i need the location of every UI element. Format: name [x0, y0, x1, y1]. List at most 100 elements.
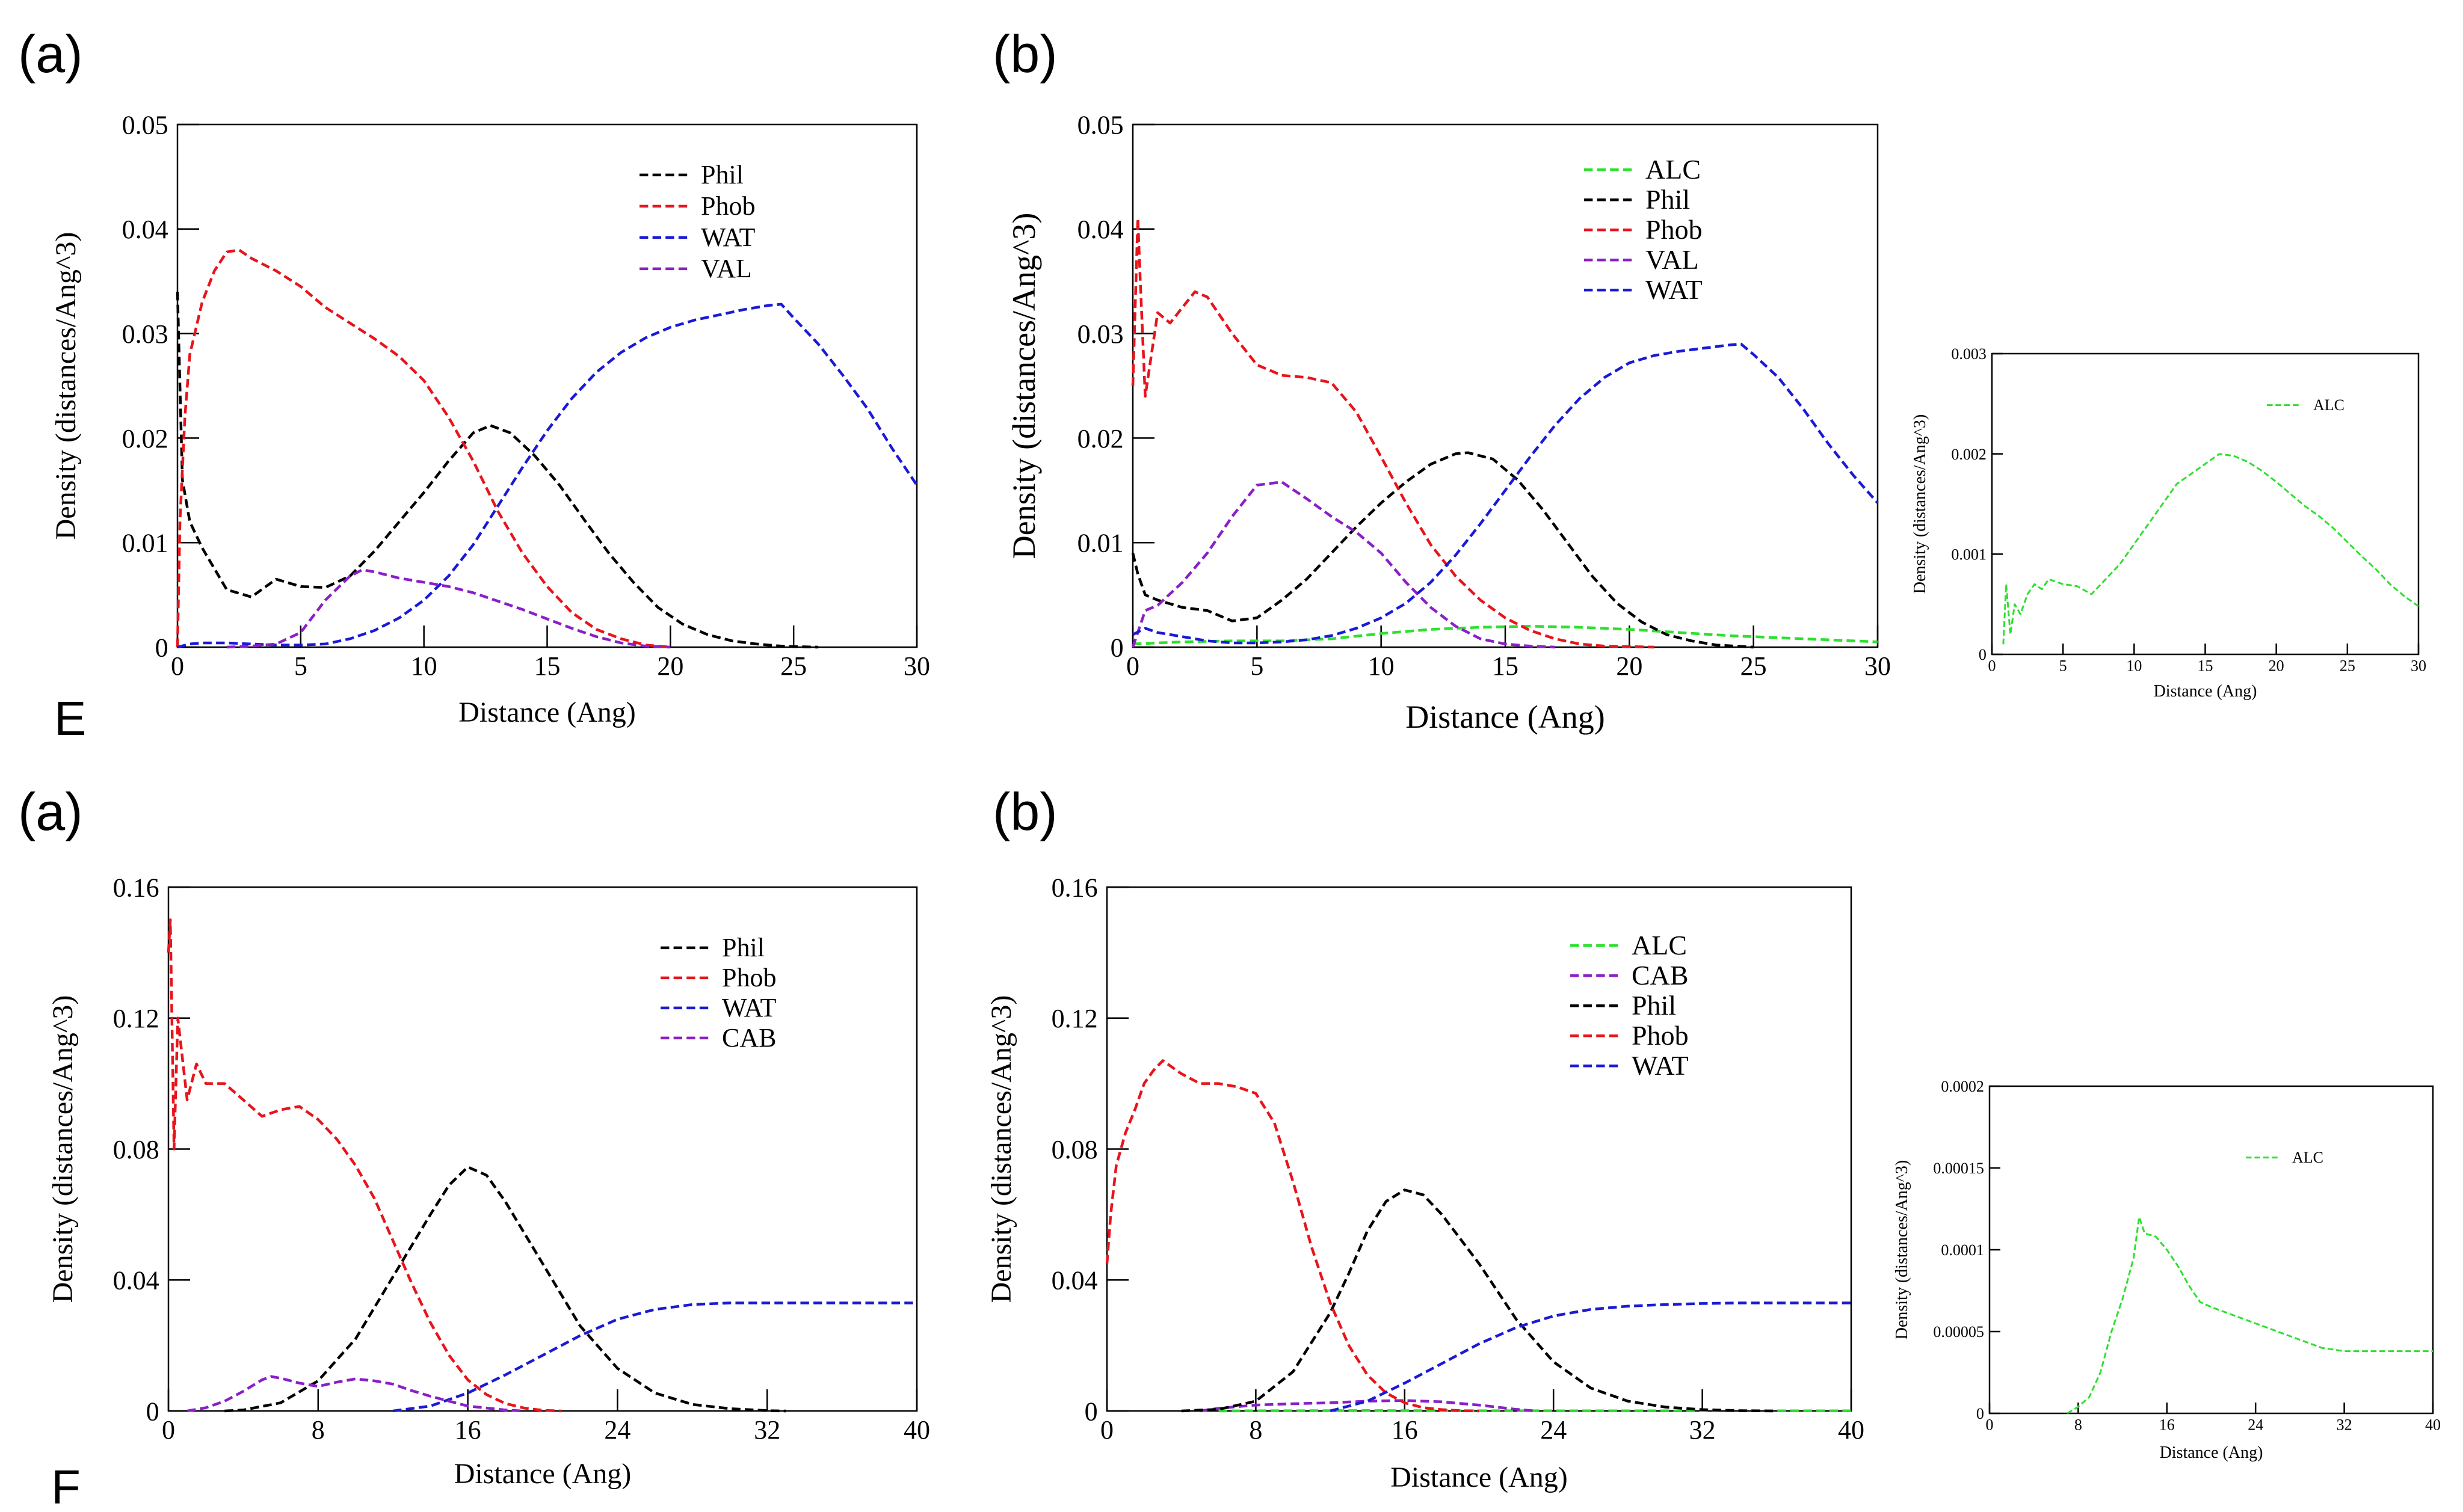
- x-tick-label: 32: [754, 1415, 780, 1445]
- panel-label-f-a: (a): [18, 782, 83, 841]
- y-tick-label: 0.04: [113, 1266, 159, 1295]
- series-phob: [1131, 217, 1654, 649]
- y-tick-label: 0.04: [122, 215, 168, 244]
- x-tick-label: 20: [1616, 651, 1642, 681]
- legend-label-alc: ALC: [2313, 396, 2344, 414]
- series-cab: [1200, 1399, 1535, 1413]
- x-axis-label: Distance (Ang): [2160, 1443, 2263, 1462]
- legend-label-phob: Phob: [701, 191, 755, 221]
- x-tick-label: 32: [2337, 1416, 2352, 1433]
- series-phil: [1131, 451, 1754, 649]
- chart-e-inset: 0 5 10 15 20 25 30 0 0.001 0.002 0.003 Distance (An…: [1911, 345, 2426, 701]
- panel-label-e-a: (a): [18, 24, 83, 84]
- y-tick-label: 0.01: [1077, 529, 1124, 558]
- y-tick-label: 0.08: [113, 1135, 159, 1164]
- legend-label-val: VAL: [1645, 244, 1699, 275]
- x-tick-label: 0: [1126, 651, 1139, 681]
- x-tick-label: 25: [780, 651, 807, 681]
- y-tick-label: 0.04: [1052, 1266, 1098, 1295]
- chart-e-a: 0 5 10 15 20 25 30 0 0.01 0.02 0.03 0.04 0.05 Distanc…: [50, 110, 930, 728]
- y-tick-label: 0.12: [1052, 1004, 1098, 1033]
- legend-label-phob: Phob: [722, 963, 776, 992]
- y-tick-label: 0.01: [122, 529, 168, 558]
- x-tick-label: 5: [294, 651, 307, 681]
- x-tick-label: 20: [657, 651, 683, 681]
- x-tick-label: 30: [904, 651, 930, 681]
- y-tick-label: 0.03: [122, 319, 168, 349]
- x-tick-label: 15: [1492, 651, 1518, 681]
- panel-label-e-b: (b): [993, 24, 1058, 84]
- y-tick-label: 0: [146, 1397, 159, 1426]
- y-tick-label: 0.04: [1077, 215, 1124, 244]
- x-tick-label: 40: [904, 1415, 930, 1445]
- x-tick-label: 15: [534, 651, 561, 681]
- x-tick-label: 40: [1838, 1415, 1864, 1445]
- series-alc: [2002, 453, 2419, 645]
- x-tick-label: 0: [171, 651, 184, 681]
- x-tick-label: 32: [1689, 1415, 1716, 1445]
- y-axis-label: Density (distances/Ang^3): [985, 995, 1017, 1303]
- series-cab: [186, 1375, 525, 1413]
- x-tick-label: 16: [1392, 1415, 1418, 1445]
- x-axis-label: Distance (Ang): [2154, 682, 2257, 701]
- x-tick-label: 10: [2126, 657, 2142, 674]
- chart-f-a: 0 8 16 24 32 40 0 0.04 0.08 0.12 0.16 Distance (Ang…: [47, 873, 930, 1490]
- legend-label-cab: CAB: [1632, 960, 1689, 991]
- x-tick-label: 16: [2159, 1416, 2175, 1433]
- x-tick-label: 5: [2059, 657, 2067, 674]
- series-phob: [176, 248, 671, 649]
- y-tick-label: 0.02: [1077, 424, 1124, 453]
- y-axis-label: Density (distances/Ang^3): [1893, 1160, 1911, 1340]
- y-tick-label: 0.0002: [1941, 1078, 1984, 1095]
- legend-label-phob: Phob: [1632, 1020, 1689, 1051]
- x-tick-label: 10: [1368, 651, 1395, 681]
- y-axis-label: Density (distances/Ang^3): [1006, 213, 1042, 559]
- series-phob: [167, 918, 562, 1413]
- x-tick-label: 24: [1540, 1415, 1567, 1445]
- x-tick-label: 25: [2340, 657, 2355, 674]
- series-wat: [177, 303, 918, 649]
- series-phil: [224, 1166, 786, 1413]
- legend-label-phil: Phil: [1632, 990, 1676, 1021]
- x-tick-label: 0: [162, 1415, 175, 1445]
- y-tick-label: 0: [1976, 1405, 1984, 1422]
- x-axis-label: Distance (Ang): [1390, 1461, 1568, 1493]
- legend-label-alc: ALC: [1632, 930, 1687, 960]
- y-tick-label: 0.0001: [1941, 1241, 1984, 1259]
- series-wat: [392, 1301, 917, 1413]
- legend-label-wat: WAT: [722, 993, 777, 1022]
- y-tick-label: 0.05: [122, 110, 168, 140]
- y-axis-label: Density (distances/Ang^3): [50, 232, 82, 540]
- charts-layer: 0 5 10 15 20 25 30 0 0.01 0.02 0.03 0.04 0.05 Distanc…: [47, 110, 2441, 1493]
- legend-label-phil: Phil: [1645, 184, 1690, 215]
- x-tick-label: 25: [1740, 651, 1767, 681]
- y-tick-label: 0.00005: [1933, 1323, 1984, 1341]
- y-axis-label: Density (distances/Ang^3): [1911, 414, 1929, 594]
- legend-label-phil: Phil: [722, 933, 765, 962]
- legend-label-wat: WAT: [701, 223, 756, 252]
- x-tick-label: 0: [1986, 1416, 1994, 1433]
- x-tick-label: 24: [604, 1415, 630, 1445]
- legend-label-cab: CAB: [722, 1023, 776, 1053]
- legend-label-val: VAL: [701, 254, 752, 283]
- y-tick-label: 0.003: [1951, 345, 1987, 363]
- panel-label-f-b: (b): [993, 782, 1058, 841]
- y-tick-label: 0: [1111, 633, 1124, 662]
- y-tick-label: 0.03: [1077, 319, 1124, 349]
- legend-label-alc: ALC: [2292, 1149, 2323, 1166]
- x-tick-label: 5: [1250, 651, 1263, 681]
- series-alc: [2067, 1216, 2433, 1415]
- y-tick-label: 0: [1085, 1397, 1098, 1426]
- x-axis-label: Distance (Ang): [1405, 699, 1604, 735]
- y-tick-label: 0.002: [1951, 446, 1987, 463]
- x-tick-label: 0: [1100, 1415, 1114, 1445]
- x-tick-label: 30: [2411, 657, 2426, 674]
- x-tick-label: 16: [455, 1415, 481, 1445]
- chart-f-b: 0 8 16 24 32 40 0 0.04 0.08 0.12 0.16 Distance (Ang…: [985, 873, 1864, 1493]
- y-tick-label: 0.00015: [1933, 1160, 1984, 1177]
- y-tick-label: 0.12: [113, 1004, 159, 1033]
- x-tick-label: 15: [2198, 657, 2213, 674]
- series-wat: [1330, 1301, 1851, 1413]
- y-tick-label: 0.08: [1052, 1135, 1098, 1164]
